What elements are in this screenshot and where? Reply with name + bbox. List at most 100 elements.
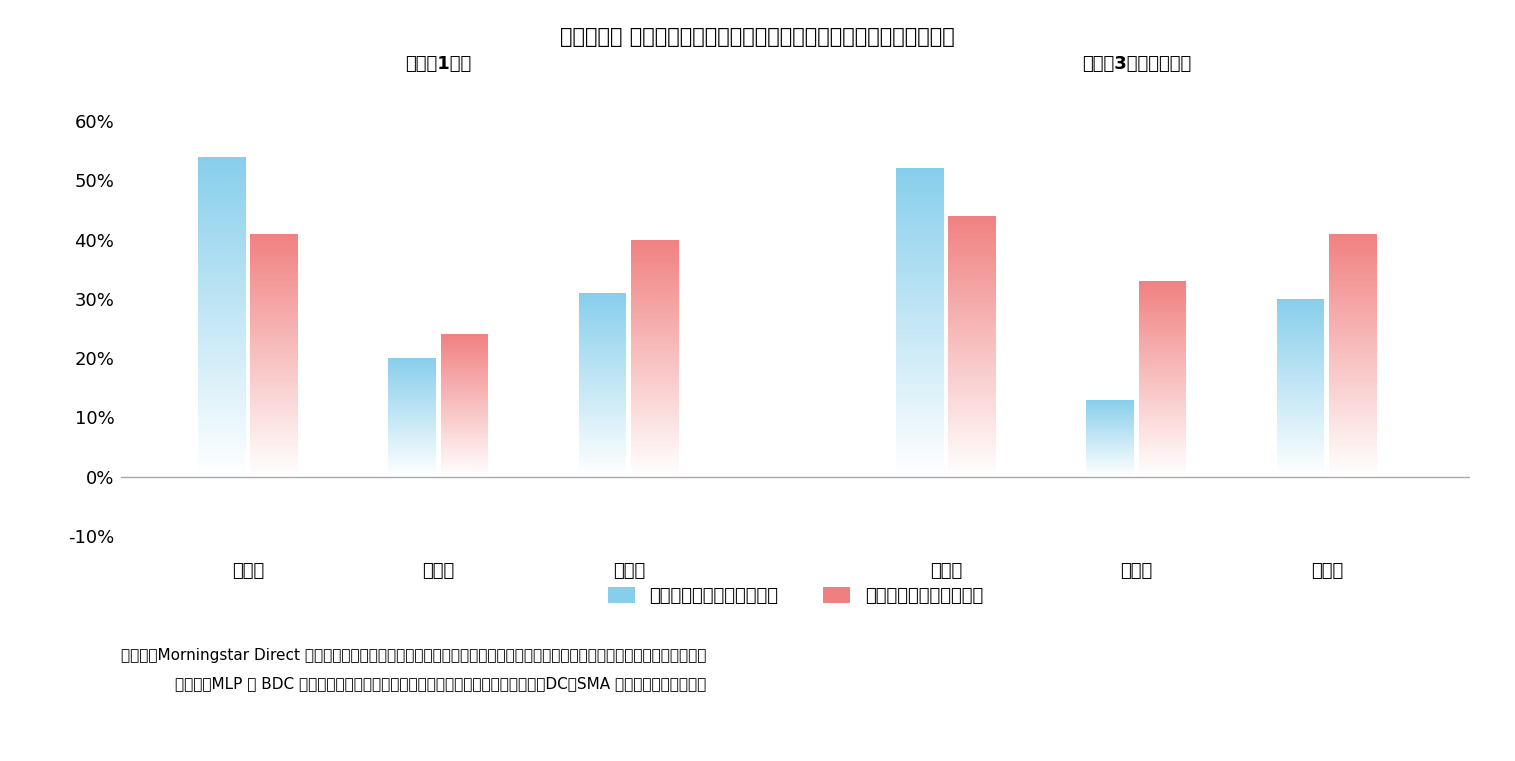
Bar xyxy=(579,295,626,296)
Bar xyxy=(579,389,626,390)
Bar xyxy=(1329,319,1377,320)
Bar xyxy=(250,396,298,398)
Bar xyxy=(1329,326,1377,327)
Bar xyxy=(948,251,995,253)
Bar xyxy=(579,349,626,350)
Bar xyxy=(1329,303,1377,304)
Bar xyxy=(1329,252,1377,253)
Bar xyxy=(948,432,995,434)
Bar xyxy=(1277,470,1324,471)
Bar xyxy=(948,387,995,388)
Bar xyxy=(948,400,995,401)
Bar xyxy=(895,446,944,447)
Bar xyxy=(250,292,298,293)
Bar xyxy=(198,310,245,312)
Bar xyxy=(198,234,245,235)
Bar xyxy=(250,272,298,274)
Bar xyxy=(632,256,679,257)
Bar xyxy=(895,196,944,198)
Bar xyxy=(579,367,626,368)
Bar xyxy=(198,187,245,189)
Bar xyxy=(895,253,944,255)
Bar xyxy=(895,275,944,276)
Bar xyxy=(895,342,944,344)
Bar xyxy=(948,319,995,320)
Bar xyxy=(579,440,626,441)
Bar xyxy=(895,205,944,207)
Bar xyxy=(1139,462,1186,463)
Bar xyxy=(632,278,679,279)
Bar xyxy=(1329,398,1377,399)
Bar xyxy=(1329,376,1377,377)
Bar xyxy=(895,404,944,406)
Bar xyxy=(579,334,626,335)
Bar xyxy=(198,232,245,234)
Bar xyxy=(579,417,626,418)
Bar xyxy=(1139,393,1186,394)
Bar xyxy=(579,345,626,346)
Bar xyxy=(1277,459,1324,460)
Bar xyxy=(579,399,626,400)
Bar xyxy=(198,459,245,460)
Bar xyxy=(1329,353,1377,354)
Bar xyxy=(632,452,679,453)
Bar xyxy=(1329,323,1377,325)
Bar xyxy=(1329,293,1377,295)
Bar xyxy=(198,373,245,374)
Bar xyxy=(1329,236,1377,237)
Bar xyxy=(1277,471,1324,473)
Bar xyxy=(1139,427,1186,428)
Bar xyxy=(895,451,944,452)
Bar xyxy=(250,270,298,272)
Bar xyxy=(948,418,995,419)
Bar xyxy=(948,304,995,306)
Bar xyxy=(579,434,626,435)
Bar xyxy=(198,473,245,475)
Bar xyxy=(579,357,626,358)
Bar xyxy=(948,406,995,408)
Bar xyxy=(948,425,995,426)
Bar xyxy=(895,249,944,250)
Bar xyxy=(632,402,679,403)
Bar xyxy=(948,383,995,384)
Bar xyxy=(579,311,626,312)
Bar xyxy=(1329,254,1377,256)
Bar xyxy=(198,180,245,182)
Bar xyxy=(948,375,995,376)
Bar xyxy=(198,427,245,428)
Bar xyxy=(250,427,298,428)
Bar xyxy=(579,327,626,328)
Bar xyxy=(1329,235,1377,236)
Bar xyxy=(1277,311,1324,312)
Bar xyxy=(1139,416,1186,417)
Bar xyxy=(579,346,626,347)
Bar xyxy=(632,349,679,350)
Bar xyxy=(1277,313,1324,314)
Bar xyxy=(1329,327,1377,329)
Bar xyxy=(948,272,995,273)
Bar xyxy=(579,361,626,362)
Bar xyxy=(1277,315,1324,316)
Bar xyxy=(198,366,245,368)
Bar xyxy=(250,455,298,456)
Bar xyxy=(1329,276,1377,278)
Bar xyxy=(895,170,944,171)
Bar xyxy=(198,406,245,408)
Bar xyxy=(1329,272,1377,274)
Bar xyxy=(1277,362,1324,363)
Bar xyxy=(579,321,626,323)
Bar xyxy=(948,379,995,380)
Bar xyxy=(948,463,995,465)
Bar xyxy=(632,357,679,358)
Bar xyxy=(198,325,245,326)
Bar xyxy=(632,442,679,444)
Bar xyxy=(1277,426,1324,427)
Bar xyxy=(1139,361,1186,362)
Bar xyxy=(250,289,298,291)
Bar xyxy=(895,475,944,476)
Bar xyxy=(250,404,298,405)
Bar xyxy=(198,403,245,405)
Bar xyxy=(1329,359,1377,360)
Bar xyxy=(1277,318,1324,320)
Bar xyxy=(579,431,626,433)
